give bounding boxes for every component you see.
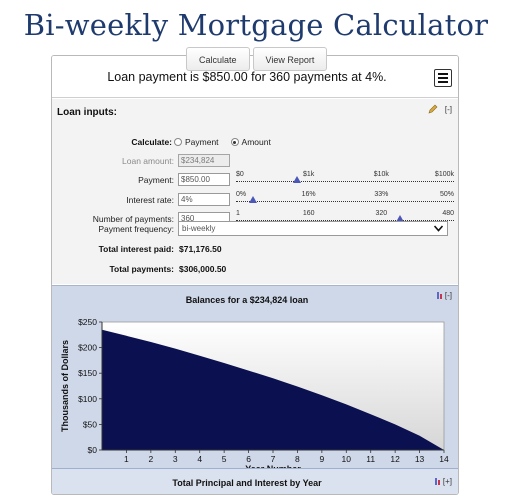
calculate-label: Calculate: xyxy=(131,137,172,147)
slider-tick-label: 1 xyxy=(236,210,240,217)
collapse-chart-button[interactable]: [-] xyxy=(444,291,452,300)
menu-icon-line xyxy=(438,77,448,79)
pencil-icon[interactable] xyxy=(428,104,438,114)
payment-slider[interactable]: $0 $1k $10k $100k xyxy=(236,171,454,187)
tab-calculate[interactable]: Calculate xyxy=(186,47,250,71)
principal-interest-footer: Total Principal and Interest by Year [+] xyxy=(52,468,458,494)
num-payments-slider[interactable]: 1 160 320 480 xyxy=(236,210,454,226)
payment-frequency-label: Payment frequency: xyxy=(98,224,174,234)
chart-type-icon[interactable] xyxy=(434,478,440,485)
balance-chart-panel: Balances for a $234,824 loan [-] $0 $50 $1… xyxy=(52,285,458,470)
total-payments-value: $306,000.50 xyxy=(179,264,227,274)
slider-tick-label: 320 xyxy=(375,210,388,217)
slider-tick-label: 33% xyxy=(374,191,389,198)
footer-title: Total Principal and Interest by Year xyxy=(172,478,322,488)
slider-tick-label: $10k xyxy=(373,171,389,178)
x-tick-label: 14 xyxy=(439,454,449,464)
x-tick-label: 10 xyxy=(342,454,352,464)
expand-footer-button[interactable]: [+] xyxy=(442,477,452,486)
slider-handle[interactable] xyxy=(293,176,302,183)
slider-tick-label: 16% xyxy=(301,191,316,198)
x-tick-label: 2 xyxy=(148,454,153,464)
x-tick-label: 3 xyxy=(173,454,178,464)
tab-bar: Calculate View Report xyxy=(186,47,328,71)
slider-handle[interactable] xyxy=(395,215,404,222)
menu-icon-line xyxy=(438,81,448,83)
slider-track xyxy=(236,201,454,202)
chart-controls: [-] xyxy=(436,291,452,300)
loan-summary-text: Loan payment is $850.00 for 360 payments… xyxy=(107,70,387,84)
chevron-down-icon xyxy=(434,225,443,232)
calculator-panel: Loan payment is $850.00 for 360 payments… xyxy=(51,55,459,495)
x-tick-label: 1 xyxy=(124,454,129,464)
balance-area xyxy=(102,329,444,450)
x-tick-label: 6 xyxy=(246,454,251,464)
y-tick-label: $250 xyxy=(78,317,97,327)
page-title: Bi-weekly Mortgage Calculator xyxy=(23,8,489,42)
x-tick-label: 8 xyxy=(295,454,300,464)
loan-inputs-heading: Loan inputs: xyxy=(57,107,117,118)
slider-tick-label: $0 xyxy=(236,171,244,178)
y-tick-label: $150 xyxy=(78,368,97,378)
x-tick-label: 4 xyxy=(197,454,202,464)
slider-tick-label: $1k xyxy=(303,171,315,178)
y-axis-label: Thousands of Dollars xyxy=(60,340,70,432)
menu-button[interactable] xyxy=(434,69,452,87)
num-payments-label: Number of payments: xyxy=(92,214,174,224)
slider-tick-label: 160 xyxy=(302,210,315,217)
slider-handle[interactable] xyxy=(249,196,258,203)
chart-type-icon[interactable] xyxy=(436,292,442,299)
interest-rate-field[interactable] xyxy=(178,193,230,206)
slider-ticks: 1 160 320 480 xyxy=(236,210,454,219)
slider-track xyxy=(236,220,454,221)
slider-ticks: 0% 16% 33% 50% xyxy=(236,191,454,200)
y-tick-label: $0 xyxy=(88,445,98,455)
slider-tick-label: 480 xyxy=(442,210,454,217)
loan-inputs-section: Loan inputs: [-] Calculate: Payment Amou… xyxy=(52,99,458,284)
payment-frequency-value: bi-weekly xyxy=(182,224,216,233)
x-tick-label: 11 xyxy=(366,454,375,464)
x-tick-label: 12 xyxy=(390,454,400,464)
loan-amount-label: Loan amount: xyxy=(122,156,174,166)
slider-track xyxy=(236,181,454,182)
calculate-radio-group: Payment Amount xyxy=(174,137,271,147)
total-interest-value: $71,176.50 xyxy=(179,244,222,254)
interest-rate-slider[interactable]: 0% 16% 33% 50% xyxy=(236,191,454,207)
loan-amount-field xyxy=(178,154,230,167)
payment-field[interactable] xyxy=(178,173,230,186)
x-tick-label: 7 xyxy=(271,454,276,464)
radio-amount[interactable] xyxy=(230,138,239,146)
x-tick-label: 13 xyxy=(415,454,425,464)
slider-tick-label: $100k xyxy=(434,171,454,178)
x-tick-label: 9 xyxy=(319,454,324,464)
payment-label: Payment: xyxy=(138,175,174,185)
chart-title: Balances for a $234,824 loan xyxy=(185,295,309,305)
radio-payment[interactable] xyxy=(174,138,182,146)
y-tick-label: $200 xyxy=(78,343,97,353)
payment-frequency-select[interactable]: bi-weekly xyxy=(178,221,448,236)
interest-rate-label: Interest rate: xyxy=(126,195,174,205)
total-interest-label: Total interest paid: xyxy=(98,244,174,254)
x-axis-label: Year Number xyxy=(245,464,301,470)
y-tick-label: $100 xyxy=(78,394,97,404)
radio-amount-label: Amount xyxy=(241,137,271,147)
x-tick-label: 5 xyxy=(222,454,227,464)
footer-controls: [+] xyxy=(434,477,452,486)
slider-tick-label: 50% xyxy=(439,191,454,198)
y-tick-label: $50 xyxy=(83,419,97,429)
tab-view-report[interactable]: View Report xyxy=(252,47,328,71)
total-payments-label: Total payments: xyxy=(109,264,174,274)
slider-tick-label: 0% xyxy=(236,191,247,198)
collapse-inputs-button[interactable]: [-] xyxy=(444,105,452,114)
menu-icon-line xyxy=(438,73,448,75)
radio-payment-label: Payment xyxy=(185,137,219,147)
slider-ticks: $0 $1k $10k $100k xyxy=(236,171,454,180)
